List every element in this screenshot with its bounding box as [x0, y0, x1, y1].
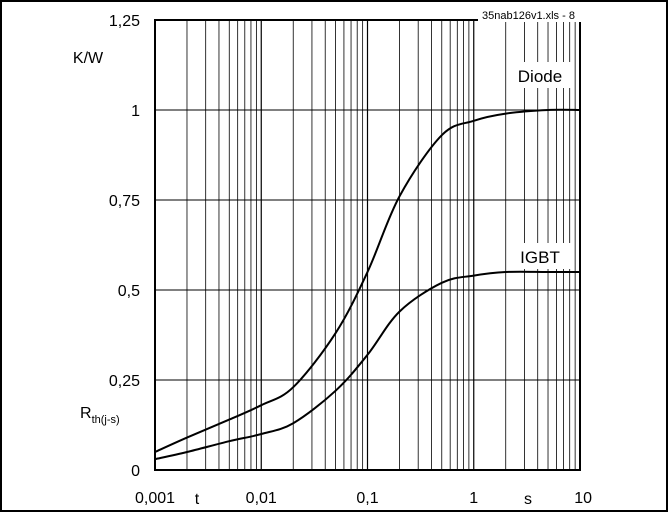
- file-label-bg: [478, 8, 588, 22]
- y-unit-label: K/W: [73, 50, 104, 67]
- y-tick-label: 0,5: [118, 283, 140, 300]
- x-tick-label: 1: [469, 490, 478, 507]
- series-lines: [154, 108, 581, 461]
- tick-labels: 0 0,25 0,5 0,75 1 1,25 0,001 0,01 0,1 1 10: [109, 13, 592, 507]
- y-tick-label: 1: [131, 103, 140, 120]
- igbt-label-bg: [507, 243, 573, 269]
- y-axis-symbol-sub: th(j-s): [92, 414, 120, 426]
- x-tick-label: 0,001: [135, 490, 175, 507]
- plot-border: [154, 19, 581, 471]
- y-tick-label: 0: [131, 463, 140, 480]
- y-axis-symbol: Rth(j-s): [80, 405, 120, 426]
- x-axis-unit: s: [524, 491, 532, 508]
- x-tick-label: 0,1: [356, 490, 378, 507]
- x-tick-label: 10: [574, 490, 592, 507]
- file-label: 35nab126v1.xls - 8: [482, 10, 575, 22]
- series-line-diode: [154, 108, 581, 453]
- y-tick-label: 0,75: [109, 193, 140, 210]
- series-line-igbt: [154, 270, 580, 461]
- series-label-diode: Diode: [518, 67, 562, 86]
- y-tick-label: 1,25: [109, 13, 140, 30]
- y-axis-symbol-main: R: [80, 405, 92, 422]
- diode-label-bg: [507, 62, 573, 88]
- y-tick-label: 0,25: [109, 373, 140, 390]
- series-label-igbt: IGBT: [520, 248, 560, 267]
- x-tick-label: 0,01: [246, 490, 277, 507]
- x-axis-symbol: t: [195, 491, 200, 508]
